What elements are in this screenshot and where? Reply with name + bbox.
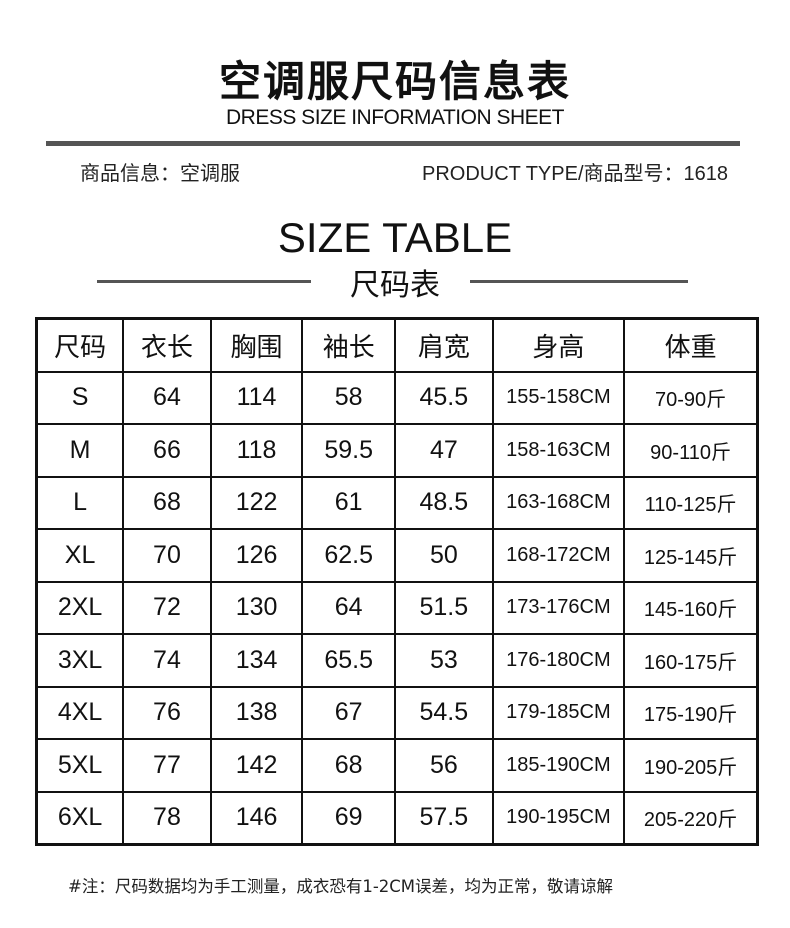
table-cell: 185-190CM [491,738,626,793]
table-cell: 64 [122,370,212,425]
table-cell: 4XL [35,685,125,740]
table-cell: 64 [301,580,397,635]
table-cell: 45.5 [394,370,494,425]
table-cell: 5XL [35,738,125,793]
page-title: 空调服尺码信息表 [218,57,571,106]
table-cell: 158-163CM [491,423,626,478]
table-cell: 175-190斤 [623,685,759,740]
table-cell: 126 [209,528,304,583]
table-cell: 61 [301,475,397,530]
table-cell: 78 [122,790,212,846]
table-cell: 54.5 [394,685,494,740]
table-row: 3XL 74 134 65.5 53 176-180CM 160-175斤 [35,633,759,688]
divider-right [470,280,688,283]
table-cell: 56 [394,738,494,793]
table-row: 2XL 72 130 64 51.5 173-176CM 145-160斤 [35,580,759,635]
table-cell: 69 [301,790,397,846]
table-cell: 173-176CM [491,580,626,635]
column-header: 身高 [491,317,626,373]
table-cell: 114 [209,370,304,425]
table-cell: 160-175斤 [623,633,759,688]
table-cell: 176-180CM [491,633,626,688]
table-cell: 134 [209,633,304,688]
section-subtitle: 尺码表 [350,268,440,303]
table-cell: 110-125斤 [623,475,759,530]
table-cell: 146 [209,790,304,846]
table-row: 5XL 77 142 68 56 185-190CM 190-205斤 [35,738,759,793]
table-cell: L [35,475,125,530]
column-header: 肩宽 [394,317,494,373]
table-cell: 190-205斤 [623,738,759,793]
table-cell: 62.5 [301,528,397,583]
section-title: SIZE TABLE [277,214,513,261]
table-cell: 125-145斤 [623,528,759,583]
table-cell: 76 [122,685,212,740]
table-row: S 64 114 58 45.5 155-158CM 70-90斤 [35,370,759,425]
column-header: 衣长 [122,317,212,373]
table-cell: 155-158CM [491,370,626,425]
table-cell: 47 [394,423,494,478]
table-cell: 58 [301,370,397,425]
table-cell: 205-220斤 [623,790,759,846]
table-cell: 138 [209,685,304,740]
table-cell: 90-110斤 [623,423,759,478]
table-cell: 57.5 [394,790,494,846]
page-subtitle: DRESS SIZE INFORMATION SHEET [226,106,564,129]
table-cell: 68 [301,738,397,793]
table-cell: 190-195CM [491,790,626,846]
table-cell: 142 [209,738,304,793]
table-cell: 66 [122,423,212,478]
table-cell: 130 [209,580,304,635]
table-cell: S [35,370,125,425]
table-cell: 6XL [35,790,125,846]
table-row: L 68 122 61 48.5 163-168CM 110-125斤 [35,475,759,530]
divider [46,141,740,146]
table-cell: 70 [122,528,212,583]
table-cell: 145-160斤 [623,580,759,635]
table-cell: 2XL [35,580,125,635]
table-cell: 168-172CM [491,528,626,583]
table-cell: M [35,423,125,478]
table-cell: 77 [122,738,212,793]
table-cell: XL [35,528,125,583]
table-cell: 51.5 [394,580,494,635]
size-table: 尺码 衣长 胸围 袖长 肩宽 身高 体重 S 64 114 58 45.5 155-158CM 70-9… [35,317,759,846]
table-row: M 66 118 59.5 47 158-163CM 90-110斤 [35,423,759,478]
table-cell: 65.5 [301,633,397,688]
table-row: XL 70 126 62.5 50 168-172CM 125-145斤 [35,528,759,583]
column-header: 袖长 [301,317,397,373]
table-cell: 163-168CM [491,475,626,530]
table-cell: 74 [122,633,212,688]
table-cell: 67 [301,685,397,740]
table-cell: 48.5 [394,475,494,530]
column-header: 胸围 [209,317,304,373]
table-cell: 70-90斤 [623,370,759,425]
table-cell: 72 [122,580,212,635]
table-cell: 59.5 [301,423,397,478]
table-cell: 68 [122,475,212,530]
table-cell: 53 [394,633,494,688]
product-info: 商品信息：空调服 [80,161,240,185]
footnote: #注：尺码数据均为手工测量，成衣恐有1-2CM误差，均为正常，敬请谅解 [68,877,614,896]
table-cell: 179-185CM [491,685,626,740]
table-cell: 122 [209,475,304,530]
table-cell: 118 [209,423,304,478]
column-header: 体重 [623,317,759,373]
product-type: PRODUCT TYPE/商品型号：1618 [421,163,728,185]
divider-left [97,280,311,283]
table-cell: 3XL [35,633,125,688]
table-row: 4XL 76 138 67 54.5 179-185CM 175-190斤 [35,685,759,740]
table-row: 6XL 78 146 69 57.5 190-195CM 205-220斤 [35,790,759,846]
table-header-row: 尺码 衣长 胸围 袖长 肩宽 身高 体重 [35,317,759,373]
table-cell: 50 [394,528,494,583]
column-header: 尺码 [35,317,125,373]
